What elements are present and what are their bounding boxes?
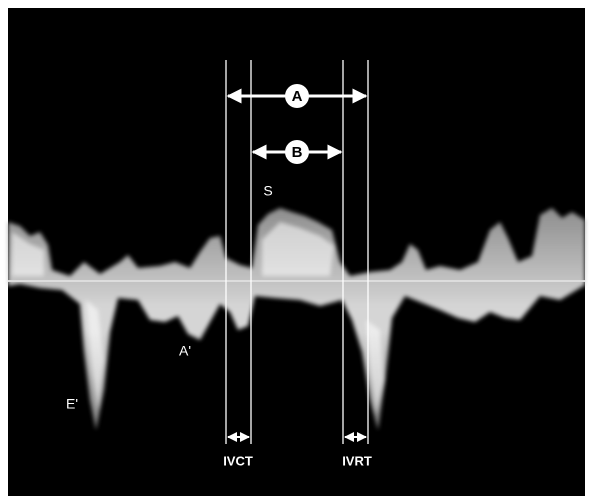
ivrt-label: IVRT bbox=[342, 453, 372, 468]
wave-label: S bbox=[263, 183, 272, 199]
doppler-image: A B IVCT IVRT S E' A' bbox=[0, 0, 589, 504]
wave-label: E' bbox=[66, 396, 78, 412]
ivct-label: IVCT bbox=[223, 453, 253, 468]
wave-label: A' bbox=[179, 343, 191, 359]
page: A B IVCT IVRT S E' A' (() => { const dat… bbox=[0, 0, 589, 504]
interval-label: B bbox=[292, 144, 303, 161]
interval-label: A bbox=[292, 88, 303, 105]
